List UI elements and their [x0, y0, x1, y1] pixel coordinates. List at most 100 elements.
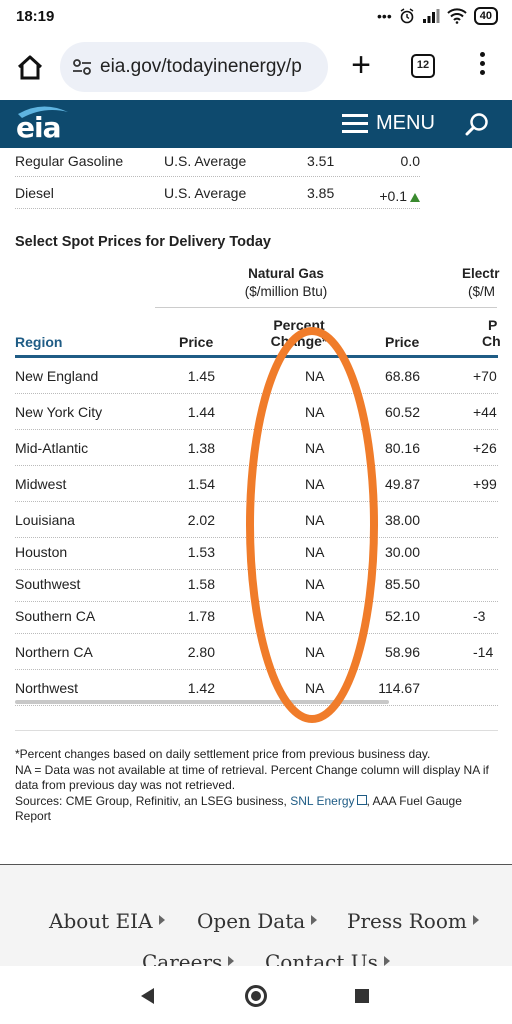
price-cell: 1.45 — [187, 368, 215, 384]
hamburger-icon — [342, 114, 368, 133]
electricity-price-cell: 114.67 — [378, 680, 420, 696]
fuel-change: 0.0 — [400, 153, 420, 169]
col-header-percent-line2: Change* — [270, 333, 328, 349]
percent-change-cell: NA — [305, 680, 325, 696]
region-cell: Southern CA — [15, 608, 96, 624]
region-cell: Louisiana — [15, 512, 75, 528]
region-cell: New England — [15, 368, 99, 384]
price-cell: 1.42 — [187, 680, 215, 696]
electricity-price-cell: 49.87 — [384, 476, 420, 492]
table-row: Midwest 1.54 NA 49.87 +99 — [15, 466, 498, 502]
group-divider — [155, 307, 497, 308]
footer-link-contact[interactable]: Contact Us — [265, 950, 390, 966]
recent-apps-icon[interactable] — [355, 989, 369, 1003]
electricity-percent-cell: +99 — [473, 476, 497, 492]
fuel-row-diesel: Diesel U.S. Average 3.85 +0.1 — [15, 177, 420, 209]
eia-logo-text: eia — [16, 111, 61, 144]
percent-change-cell: NA — [305, 476, 325, 492]
browser-toolbar: eia.gov/todayinenergy/p + 12 — [0, 36, 512, 100]
site-settings-icon[interactable] — [70, 55, 94, 79]
percent-change-cell: NA — [305, 576, 325, 592]
price-cell: 2.02 — [187, 512, 215, 528]
col-header-e-price: Price — [385, 334, 420, 350]
fuel-row-gasoline: Regular Gasoline U.S. Average 3.51 0.0 — [15, 145, 420, 177]
table-row: Southwest 1.58 NA 85.50 — [15, 566, 498, 602]
address-bar[interactable]: eia.gov/todayinenergy/p — [60, 42, 328, 92]
price-cell: 1.78 — [187, 608, 215, 624]
col-header-e-percent-change: P Ch — [482, 317, 501, 349]
price-cell: 1.54 — [187, 476, 215, 492]
col-header-region[interactable]: Region — [15, 334, 63, 350]
status-bar: 18:19 ••• 40 — [0, 0, 512, 36]
col-header-price: Price — [179, 334, 214, 350]
fuel-change: +0.1 — [379, 188, 420, 204]
more-options-icon[interactable] — [476, 52, 488, 82]
footnote-line1: *Percent changes based on daily settleme… — [15, 747, 431, 761]
electricity-percent-cell: -14 — [473, 644, 494, 660]
footnote-sources: Sources: CME Group, Refinitiv, an LSEG b… — [15, 794, 495, 825]
fuel-region: U.S. Average — [164, 153, 247, 169]
fuel-type: Regular Gasoline — [15, 153, 124, 169]
menu-button[interactable]: MENU — [342, 112, 435, 135]
region-cell: Southwest — [15, 576, 81, 592]
fuel-price: 3.85 — [307, 185, 335, 201]
natural-gas-unit: ($/million Btu) — [244, 284, 328, 299]
notification-dots-icon: ••• — [377, 8, 392, 24]
signal-icon — [422, 9, 440, 23]
footnote: *Percent changes based on daily settleme… — [15, 747, 495, 825]
electricity-price-cell: 38.00 — [384, 512, 420, 528]
natural-gas-group-header: Natural Gas ($/million Btu) — [236, 265, 336, 301]
region-cell: Houston — [15, 544, 68, 560]
home-icon[interactable] — [14, 52, 46, 84]
chevron-right-icon — [228, 956, 235, 966]
snl-energy-link[interactable]: SNL Energy — [290, 793, 355, 808]
sources-prefix: Sources: CME Group, Refinitiv, an LSEG b… — [15, 793, 291, 808]
footnote-line2: NA = Data was not available at time of r… — [15, 762, 489, 793]
system-nav-bar — [0, 966, 512, 1024]
footer-link-about[interactable]: About EIA — [49, 909, 165, 933]
table-row: Northern CA 2.80 NA 58.96 -14 — [15, 634, 498, 670]
search-icon[interactable] — [464, 112, 490, 138]
footer-link-open-data[interactable]: Open Data — [197, 909, 318, 933]
region-cell: New York City — [15, 404, 103, 420]
footer-link-open-data-label: Open Data — [197, 909, 306, 933]
status-time: 18:19 — [16, 8, 55, 25]
wifi-icon — [447, 8, 467, 24]
chevron-right-icon — [472, 915, 479, 925]
electricity-price-cell: 80.16 — [384, 440, 420, 456]
up-arrow-icon — [410, 193, 420, 202]
price-cell: 1.38 — [187, 440, 215, 456]
fuel-region: U.S. Average — [164, 185, 247, 201]
back-icon[interactable] — [141, 988, 154, 1004]
price-cell: 1.44 — [187, 404, 215, 420]
percent-change-cell: NA — [305, 368, 325, 384]
home-circle-icon[interactable] — [245, 985, 267, 1007]
section-title: Select Spot Prices for Delivery Today — [15, 234, 271, 250]
electricity-label: Electr — [462, 266, 500, 281]
electricity-percent-cell: +44 — [473, 404, 497, 420]
footer-link-careers[interactable]: Careers — [142, 950, 235, 966]
new-tab-button[interactable]: + — [351, 46, 371, 84]
eia-logo-swoosh-icon — [18, 106, 68, 118]
region-cell: Northern CA — [15, 644, 93, 660]
col-header-e-percent-line1: P — [488, 317, 498, 333]
price-cell: 1.53 — [187, 544, 215, 560]
chevron-right-icon — [311, 915, 318, 925]
tab-switcher-button[interactable]: 12 — [411, 54, 435, 78]
external-link-icon — [356, 794, 367, 805]
horizontal-scrollbar[interactable] — [15, 700, 389, 704]
footer-link-contact-label: Contact Us — [265, 950, 378, 966]
footer-link-careers-label: Careers — [142, 950, 223, 966]
percent-change-cell: NA — [305, 608, 325, 624]
footer-divider — [0, 864, 512, 865]
electricity-price-cell: 58.96 — [384, 644, 420, 660]
section-divider — [15, 730, 498, 731]
electricity-price-cell: 68.86 — [384, 368, 420, 384]
fuel-price: 3.51 — [307, 153, 335, 169]
url-text[interactable]: eia.gov/todayinenergy/p — [100, 56, 302, 77]
footer-link-press-room[interactable]: Press Room — [347, 909, 479, 933]
chevron-right-icon — [383, 956, 390, 966]
col-header-percent-line1: Percent — [273, 317, 325, 333]
table-row: Houston 1.53 NA 30.00 — [15, 534, 498, 570]
natural-gas-label: Natural Gas — [248, 266, 324, 281]
